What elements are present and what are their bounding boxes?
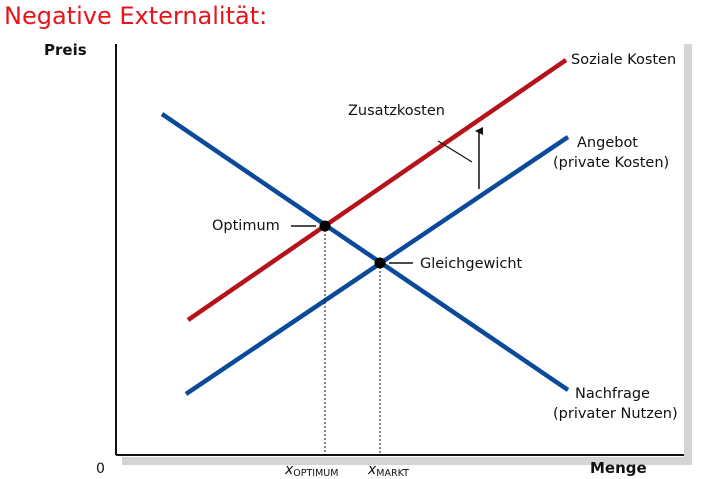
x-market-tick-label: xMARKT: [367, 462, 409, 479]
equilibrium-point: [374, 257, 386, 269]
optimum-point: [319, 220, 331, 232]
supply-label-line2: (private Kosten): [553, 155, 669, 171]
x-market-tick-main: x: [367, 462, 377, 478]
social-cost-label: Soziale Kosten: [571, 52, 676, 68]
x-axis-label: Menge: [590, 459, 647, 477]
supply-label-line1: Angebot: [577, 135, 638, 151]
demand-label-line1: Nachfrage: [575, 386, 650, 402]
social-cost-curve: [186, 58, 568, 322]
demand-label-line2: (privater Nutzen): [553, 406, 678, 422]
x-optimum-tick-sub: OPTIMUM: [293, 468, 338, 479]
plot-shadow: [122, 44, 692, 465]
page-title: Negative Externalität:: [4, 2, 268, 30]
equilibrium-label: Gleichgewicht: [420, 256, 523, 272]
y-axis-label: Preis: [44, 41, 87, 59]
extra-cost-label: Zusatzkosten: [348, 103, 445, 119]
demand-curve: [160, 112, 570, 392]
x-market-tick-sub: MARKT: [376, 468, 409, 479]
optimum-label: Optimum: [212, 218, 280, 234]
extra-cost-leader: [437, 140, 473, 163]
axes: [115, 44, 684, 456]
origin-label: 0: [96, 461, 105, 477]
x-optimum-tick-main: x: [284, 462, 294, 478]
x-optimum-tick-label: xOPTIMUM: [284, 462, 338, 479]
